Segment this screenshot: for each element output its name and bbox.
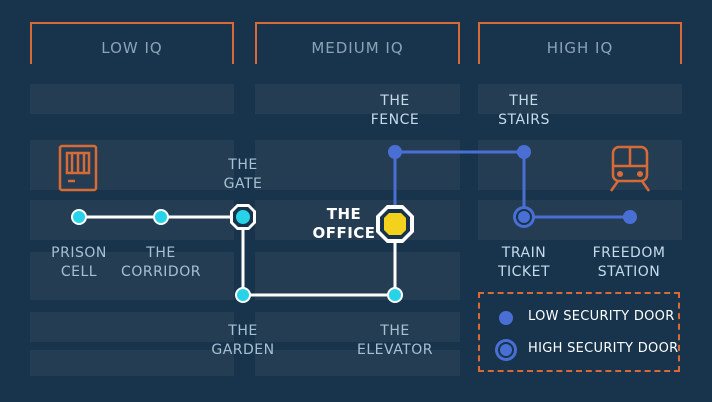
label-corridor: THE CORRIDOR bbox=[121, 245, 201, 280]
header-medium-iq: MEDIUM IQ bbox=[255, 22, 460, 64]
label-gate: THE GATE bbox=[223, 157, 263, 192]
stop-elevator[interactable] bbox=[387, 287, 403, 303]
stop-train-ticket[interactable] bbox=[513, 206, 535, 228]
stop-fence[interactable] bbox=[388, 145, 402, 159]
label-office: THE OFFICE bbox=[312, 205, 376, 242]
legend-row-low: LOW SECURITY DOOR bbox=[480, 306, 680, 330]
label-prison-cell: PRISON CELL bbox=[51, 245, 107, 280]
header-high-iq: HIGH IQ bbox=[478, 22, 682, 64]
label-elevator: THE ELEVATOR bbox=[357, 323, 433, 358]
stop-office[interactable] bbox=[376, 205, 414, 243]
label-train-ticket: TRAIN TICKET bbox=[497, 245, 551, 280]
high-security-door-icon bbox=[495, 339, 517, 361]
prison-door-icon bbox=[58, 144, 98, 192]
legend: LOW SECURITY DOOR HIGH SECURITY DOOR bbox=[478, 292, 680, 372]
stop-stairs[interactable] bbox=[517, 145, 531, 159]
stop-freedom-station[interactable] bbox=[623, 210, 637, 224]
legend-low-label: LOW SECURITY DOOR bbox=[528, 309, 675, 324]
stop-garden[interactable] bbox=[235, 287, 251, 303]
stop-corridor[interactable] bbox=[153, 209, 169, 225]
legend-high-label: HIGH SECURITY DOOR bbox=[528, 341, 679, 356]
header-low-iq: LOW IQ bbox=[30, 22, 234, 64]
stop-gate[interactable] bbox=[230, 204, 256, 230]
label-fence: THE FENCE bbox=[370, 93, 420, 128]
train-icon bbox=[609, 145, 651, 192]
label-garden: THE GARDEN bbox=[211, 323, 275, 358]
stop-prison-cell[interactable] bbox=[71, 209, 87, 225]
legend-row-high: HIGH SECURITY DOOR bbox=[480, 338, 680, 362]
label-stairs: THE STAIRS bbox=[498, 93, 550, 128]
label-freedom-station: FREEDOM STATION bbox=[592, 245, 666, 280]
low-security-door-icon bbox=[499, 311, 513, 325]
background-stripes bbox=[30, 84, 682, 376]
